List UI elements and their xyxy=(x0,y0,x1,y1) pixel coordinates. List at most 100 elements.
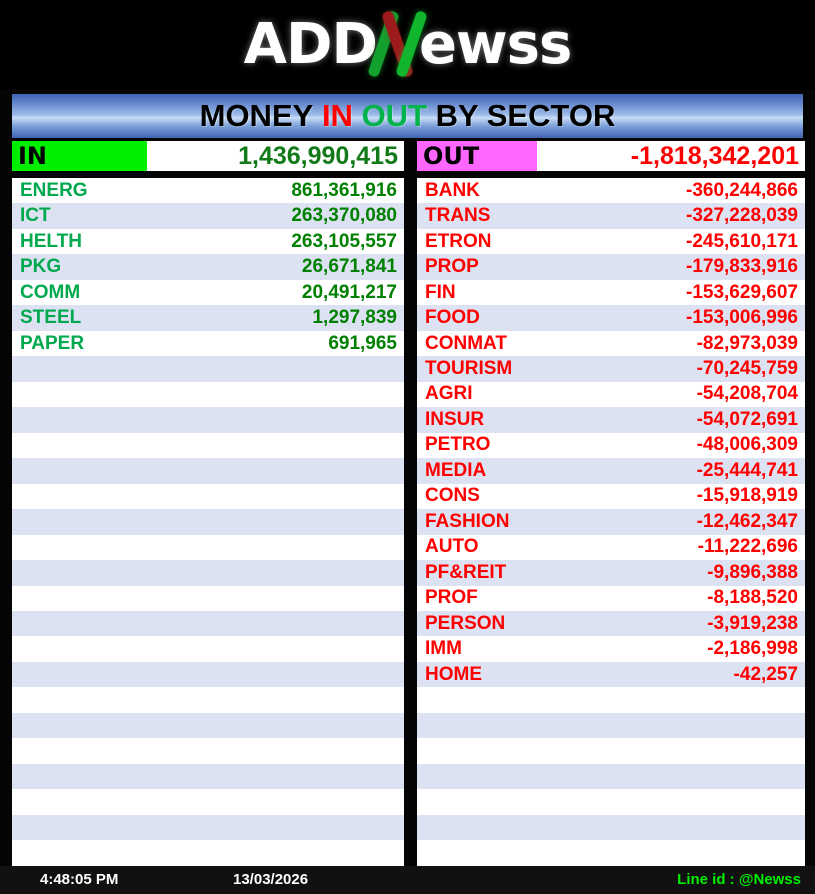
title-word-out: OUT xyxy=(361,98,427,133)
sector-amount: -11,222,696 xyxy=(697,536,798,558)
money-out-table: BANK -360,244,866 TRANS -327,228,039 ETRON -2… xyxy=(417,178,805,866)
table-row[interactable]: TRANS -327,228,039 xyxy=(417,203,805,229)
table-row[interactable]: PETRO -48,006,309 xyxy=(417,432,805,459)
footer-line-id: Line id : @Newss xyxy=(677,871,801,888)
table-row[interactable]: PROF -8,188,520 xyxy=(417,585,805,611)
sector-name: PERSON xyxy=(425,612,506,634)
table-row[interactable]: INSUR -54,072,691 xyxy=(417,407,805,433)
table-row-empty[interactable] xyxy=(12,585,404,611)
sector-amount: -82,973,039 xyxy=(696,332,798,354)
sector-name: MEDIA xyxy=(425,459,487,481)
table-row-empty[interactable] xyxy=(417,840,805,866)
sector-amount: -9,896,388 xyxy=(707,561,798,583)
sector-amount: -327,228,039 xyxy=(686,205,798,227)
table-row[interactable]: PKG 26,671,841 xyxy=(12,254,404,280)
table-row[interactable]: PROP -179,833,916 xyxy=(417,254,805,280)
sector-amount: -8,188,520 xyxy=(707,587,798,609)
table-row-empty[interactable] xyxy=(12,814,404,841)
table-row-empty[interactable] xyxy=(12,483,404,510)
summary-in-value: 1,436,990,415 xyxy=(238,141,398,170)
sector-name: IMM xyxy=(425,638,462,660)
table-row-empty[interactable] xyxy=(12,534,404,561)
page-title-bar: MONEY IN OUT BY SECTOR xyxy=(12,94,803,138)
sector-name: PETRO xyxy=(425,434,491,456)
table-row[interactable]: HELTH 263,105,557 xyxy=(12,228,404,255)
sector-amount: 20,491,217 xyxy=(301,281,397,303)
table-row[interactable]: MEDIA -25,444,741 xyxy=(417,458,805,484)
table-row[interactable]: FOOD -153,006,996 xyxy=(417,305,805,331)
sector-amount: -15,918,919 xyxy=(696,485,798,507)
summary-in: IN 1,436,990,415 xyxy=(12,141,404,171)
sector-name: FOOD xyxy=(425,307,480,329)
sector-amount: 691,965 xyxy=(328,332,397,354)
sector-amount: -2,186,998 xyxy=(707,638,798,660)
logo-text-suffix: ewss xyxy=(418,12,572,77)
table-row-empty[interactable] xyxy=(12,458,404,484)
table-row[interactable]: ETRON -245,610,171 xyxy=(417,228,805,255)
table-row[interactable]: HOME -42,257 xyxy=(417,661,805,688)
sector-amount: -360,244,866 xyxy=(686,179,798,201)
sector-amount: -54,072,691 xyxy=(696,408,798,430)
sector-amount: 263,370,080 xyxy=(291,205,397,227)
table-row-empty[interactable] xyxy=(12,560,404,586)
table-row-empty[interactable] xyxy=(417,712,805,739)
brand-logo: ADD ewss xyxy=(0,0,815,90)
table-row-empty[interactable] xyxy=(12,610,404,637)
sector-name: FIN xyxy=(425,281,456,303)
table-row-empty[interactable] xyxy=(12,712,404,739)
table-row[interactable]: CONS -15,918,919 xyxy=(417,483,805,510)
table-row-empty[interactable] xyxy=(12,432,404,459)
table-row-empty[interactable] xyxy=(12,763,404,790)
sector-amount: -245,610,171 xyxy=(686,230,798,252)
table-row[interactable]: AUTO -11,222,696 xyxy=(417,534,805,561)
table-row-empty[interactable] xyxy=(417,738,805,764)
table-row[interactable]: PF&REIT -9,896,388 xyxy=(417,560,805,586)
sector-name: ICT xyxy=(20,205,51,227)
table-row-empty[interactable] xyxy=(12,356,404,382)
sector-name: ETRON xyxy=(425,230,492,252)
sector-amount: -54,208,704 xyxy=(696,383,798,405)
table-row[interactable]: BANK -360,244,866 xyxy=(417,178,805,204)
table-row-empty[interactable] xyxy=(417,687,805,713)
sector-amount: -70,245,759 xyxy=(696,358,798,380)
table-row[interactable]: AGRI -54,208,704 xyxy=(417,381,805,408)
table-row[interactable]: IMM -2,186,998 xyxy=(417,636,805,662)
table-row[interactable]: FIN -153,629,607 xyxy=(417,279,805,306)
sector-name: TOURISM xyxy=(425,358,513,380)
table-row-empty[interactable] xyxy=(12,738,404,764)
table-row[interactable]: TOURISM -70,245,759 xyxy=(417,356,805,382)
sector-amount: -25,444,741 xyxy=(696,459,798,481)
table-row[interactable]: STEEL 1,297,839 xyxy=(12,305,404,331)
sector-name: HELTH xyxy=(20,230,82,252)
table-row-empty[interactable] xyxy=(12,636,404,662)
table-row-empty[interactable] xyxy=(12,661,404,688)
sector-name: PROF xyxy=(425,587,478,609)
table-row[interactable]: ENERG 861,361,916 xyxy=(12,178,404,204)
sector-name: AGRI xyxy=(425,383,473,405)
table-row-empty[interactable] xyxy=(12,509,404,535)
logo-wordmark: ADD ewss xyxy=(244,10,572,78)
table-row-empty[interactable] xyxy=(417,789,805,815)
table-row-empty[interactable] xyxy=(417,763,805,790)
sector-amount: 861,361,916 xyxy=(291,179,397,201)
table-row-empty[interactable] xyxy=(12,789,404,815)
table-row[interactable]: ICT 263,370,080 xyxy=(12,203,404,229)
table-row-empty[interactable] xyxy=(12,840,404,866)
summary-out-value: -1,818,342,201 xyxy=(630,141,799,170)
table-row-empty[interactable] xyxy=(12,687,404,713)
sector-name: ENERG xyxy=(20,179,88,201)
sector-amount: -153,629,607 xyxy=(686,281,798,303)
title-word-by-sector: BY SECTOR xyxy=(435,98,616,133)
sector-name: HOME xyxy=(425,663,482,685)
table-row[interactable]: COMM 20,491,217 xyxy=(12,279,404,306)
table-row-empty[interactable] xyxy=(417,814,805,841)
table-row[interactable]: FASHION -12,462,347 xyxy=(417,509,805,535)
sector-name: FASHION xyxy=(425,510,510,532)
table-row[interactable]: PAPER 691,965 xyxy=(12,330,404,357)
sector-name: BANK xyxy=(425,179,480,201)
table-row[interactable]: PERSON -3,919,238 xyxy=(417,610,805,637)
table-row[interactable]: CONMAT -82,973,039 xyxy=(417,330,805,357)
table-row-empty[interactable] xyxy=(12,407,404,433)
table-row-empty[interactable] xyxy=(12,381,404,408)
